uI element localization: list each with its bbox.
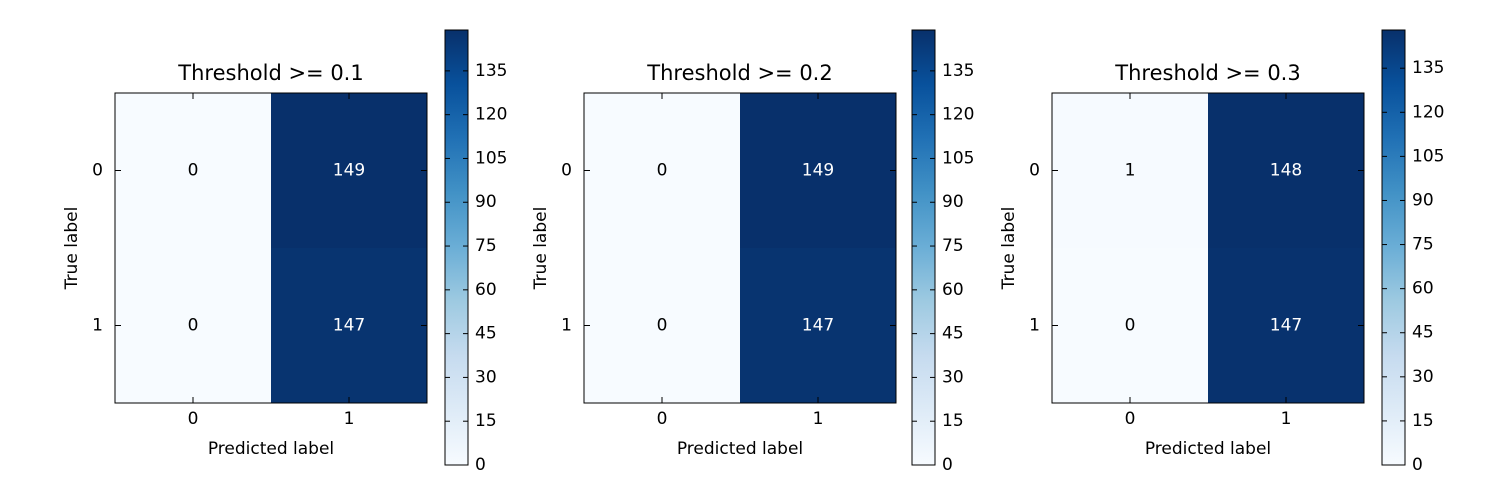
cell-label: 0 [657,316,668,336]
cell-label: 0 [188,161,199,181]
cell-label: 149 [802,161,834,181]
colorbar-tick-label: 45 [942,324,964,344]
y-tick-label: 1 [561,316,572,336]
colorbar-tick-label: 30 [1412,367,1434,387]
y-axis-label: True label [62,207,82,291]
colorbar-tick-label: 45 [1412,323,1434,343]
heatmap-cell [740,248,896,403]
chart-title: Threshold >= 0.1 [177,61,363,85]
plot-frame [1051,92,1365,404]
colorbar-tick-label: 0 [475,455,486,475]
heatmap-cell [271,248,427,403]
y-tick-label: 0 [92,161,103,181]
colorbar-tick-label: 90 [475,192,497,212]
colorbar-tick-label: 15 [475,411,497,431]
colorbar-tick-label: 135 [475,61,507,81]
heatmap-cell [115,93,271,248]
heatmap-cell [1208,248,1364,403]
colorbar [911,29,936,466]
heatmap-cell [584,93,740,248]
colorbar-tick-label: 60 [1412,279,1434,299]
colorbar-tick-label: 30 [475,367,497,387]
x-tick-label: 0 [188,409,199,429]
y-tick-label: 0 [1029,161,1040,181]
colorbar [444,29,469,466]
colorbar-tick-label: 15 [942,411,964,431]
cell-label: 0 [657,161,668,181]
colorbar [1381,29,1406,466]
colorbar-tick-label: 75 [942,236,964,256]
plot-frame [114,92,428,404]
cell-label: 1 [1125,161,1136,181]
colorbar-tick-label: 120 [475,105,507,125]
colorbar-tick-label: 105 [942,148,974,168]
heatmap-cell [1208,93,1364,248]
y-tick-label: 1 [1029,316,1040,336]
x-tick-label: 0 [657,409,668,429]
cell-label: 0 [188,316,199,336]
colorbar-tick-label: 120 [942,105,974,125]
colorbar-tick-label: 15 [1412,411,1434,431]
cell-label: 147 [802,316,834,336]
colorbar-tick-label: 120 [1412,102,1444,122]
colorbar-tick-label: 30 [942,367,964,387]
colorbar-tick-label: 135 [942,61,974,81]
colorbar-tick-label: 90 [1412,190,1434,210]
y-axis-label: True label [531,207,551,291]
heatmap-cell [271,93,427,248]
colorbar-tick-label: 75 [475,236,497,256]
cell-label: 147 [1270,316,1302,336]
heatmap-cell [115,248,271,403]
heatmap-cell [584,248,740,403]
chart-title: Threshold >= 0.3 [1114,61,1300,85]
x-axis-label: Predicted label [677,439,803,459]
x-axis-label: Predicted label [1145,439,1271,459]
y-tick-label: 0 [561,161,572,181]
colorbar-tick-label: 0 [1412,455,1423,475]
x-tick-label: 1 [1281,409,1292,429]
y-tick-label: 1 [92,316,103,336]
x-axis-label: Predicted label [208,439,334,459]
x-tick-label: 1 [813,409,824,429]
y-axis-label: True label [999,207,1019,291]
colorbar-tick-label: 135 [1412,58,1444,78]
cell-label: 148 [1270,161,1302,181]
colorbar-tick-label: 90 [942,192,964,212]
colorbar-tick-label: 60 [942,280,964,300]
x-tick-label: 0 [1125,409,1136,429]
colorbar-tick-label: 75 [1412,235,1434,255]
colorbar-tick-label: 0 [942,455,953,475]
x-tick-label: 1 [344,409,355,429]
heatmap-cell [1052,93,1208,248]
cell-label: 147 [333,316,365,336]
colorbar-tick-label: 105 [475,148,507,168]
heatmap-cell [1052,248,1208,403]
colorbar-tick-label: 60 [475,280,497,300]
colorbar-tick-label: 45 [475,324,497,344]
colorbar-tick-label: 105 [1412,146,1444,166]
plot-frame [583,92,897,404]
chart-title: Threshold >= 0.2 [646,61,832,85]
cell-label: 0 [1125,316,1136,336]
cell-label: 149 [333,161,365,181]
heatmap-cell [740,93,896,248]
